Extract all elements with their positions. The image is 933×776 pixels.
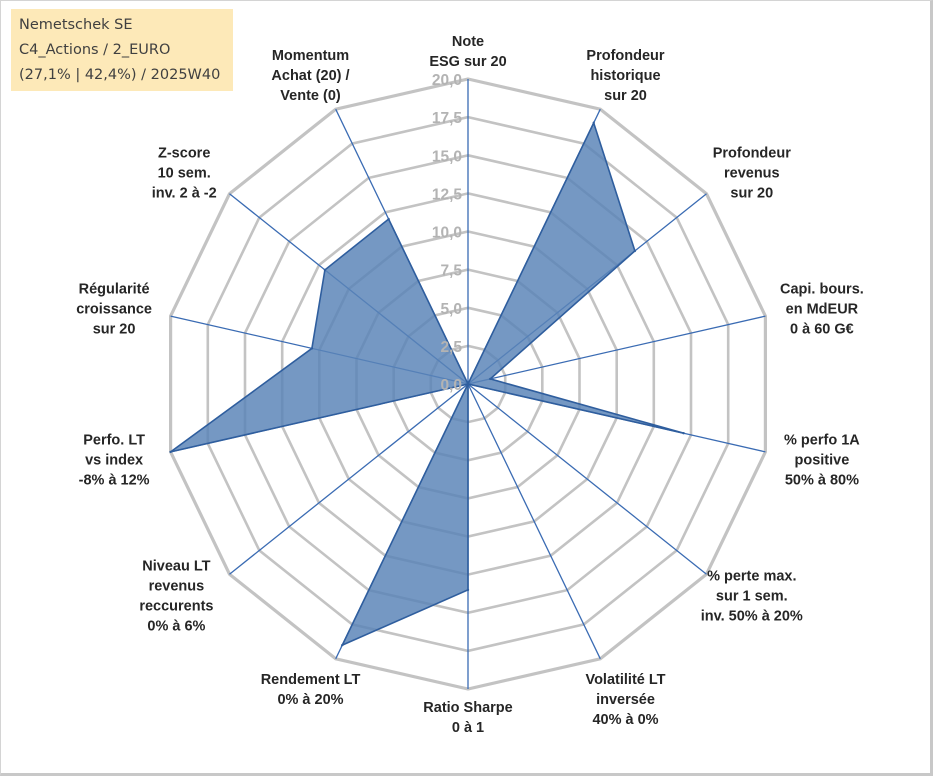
tick-label: 2,5 (440, 339, 462, 356)
info-stats: (27,1% | 42,4%) / 2025W40 (19, 67, 221, 83)
axis-label-line: revenus (149, 578, 205, 594)
radar-tick-labels: 0,0 2,5 5,0 7,5 10,0 12,5 15,0 17,5 20,0 (432, 72, 463, 394)
tick-label: 12,5 (432, 186, 463, 203)
radar-axis-labels: Note ESG sur 20 Profondeur historique sur 20… (76, 34, 864, 736)
axis-label-line: Profondeur (713, 146, 791, 162)
data-point (466, 588, 470, 592)
axis-label-line: Profondeur (586, 48, 664, 64)
tick-label: 20,0 (432, 72, 462, 89)
axis-label: Profondeur historique sur 20 (586, 48, 664, 104)
axis-label: Perfo. LT vs index -8% à 12% (79, 432, 150, 488)
radar-series (169, 120, 685, 647)
axis-label: Momentum Achat (20) / Vente (0) (271, 48, 349, 104)
tick-label: 10,0 (432, 225, 462, 242)
axis-label-line: 0 à 60 G€ (790, 322, 854, 338)
axis-label-line: Perfo. LT (83, 432, 145, 448)
axis-label-line: 0% à 20% (277, 692, 343, 708)
series-area (170, 120, 684, 647)
axis-label-line: -8% à 12% (79, 472, 150, 488)
axis-label-line: reccurents (139, 598, 213, 614)
axis-spoke (467, 383, 601, 660)
axis-label: Z-score 10 sem. inv. 2 à -2 (152, 146, 217, 202)
tick-label: 15,0 (432, 148, 462, 165)
axis-label-line: sur 20 (93, 322, 136, 338)
axis-label-line: Ratio Sharpe (423, 700, 512, 716)
axis-label: Niveau LT revenus reccurents 0% à 6% (139, 558, 213, 634)
axis-label-line: Achat (20) / (271, 68, 349, 84)
axis-label: Rendement LT 0% à 20% (261, 672, 361, 708)
axis-label-line: 40% à 0% (592, 712, 658, 728)
axis-label-line: inv. 2 à -2 (152, 186, 217, 202)
info-company: Nemetschek SE (19, 17, 133, 33)
tick-label: 17,5 (432, 110, 463, 127)
axis-label-line: Z-score (158, 146, 210, 162)
data-point (592, 121, 595, 125)
axis-label-line: Momentum (272, 48, 349, 64)
axis-label-line: 10 sem. (158, 166, 211, 182)
tick-label: 5,0 (440, 301, 462, 318)
data-point (489, 377, 492, 381)
axis-label-line: sur 1 sem. (716, 588, 788, 604)
tick-label: 7,5 (440, 263, 462, 280)
axis-label-line: historique (590, 68, 660, 84)
tick-label: 0,0 (440, 377, 462, 394)
axis-label-line: sur 20 (604, 88, 647, 104)
axis-label-line: Niveau LT (142, 558, 210, 574)
axis-label: % perfo 1A positive 50% à 80% (784, 432, 860, 488)
axis-label-line: % perfo 1A (784, 432, 860, 448)
axis-label-line: inversée (596, 692, 655, 708)
data-point (169, 450, 172, 454)
axis-label-line: ESG sur 20 (429, 54, 506, 70)
data-point (323, 268, 327, 272)
axis-label-line: Capi. bours. (780, 282, 864, 298)
axis-label-line: Note (452, 34, 484, 50)
axis-label-line: positive (795, 452, 850, 468)
axis-label-line: Rendement LT (261, 672, 361, 688)
axis-spoke (467, 383, 707, 575)
axis-label-line: Vente (0) (280, 88, 341, 104)
data-point (310, 347, 314, 350)
data-point (633, 249, 637, 253)
axis-spoke (229, 383, 469, 575)
axis-label: Note ESG sur 20 (429, 34, 506, 70)
data-point (466, 382, 470, 386)
axis-label-line: vs index (85, 452, 143, 468)
axis-label: Capi. bours. en MdEUR 0 à 60 G€ (780, 282, 864, 338)
axis-label-line: sur 20 (730, 186, 773, 202)
axis-label-line: inv. 50% à 20% (701, 608, 803, 624)
axis-spoke (467, 315, 766, 385)
axis-label-line: Volatilité LT (585, 672, 665, 688)
info-category: C4_Actions / 2_EURO (19, 42, 171, 58)
axis-label-line: % perte max. (707, 568, 796, 584)
data-point (682, 432, 685, 435)
data-point (387, 217, 390, 221)
axis-label: Volatilité LT inversée 40% à 0% (585, 672, 665, 728)
axis-label-line: 0% à 6% (147, 618, 205, 634)
info-box: Nemetschek SE C4_Actions / 2_EURO (27,1%… (11, 9, 233, 91)
axis-label-line: croissance (76, 302, 152, 318)
axis-label-line: Régularité (79, 282, 150, 298)
axis-label-line: 50% à 80% (785, 472, 859, 488)
axis-label: % perte max. sur 1 sem. inv. 50% à 20% (701, 568, 803, 624)
axis-label: Ratio Sharpe 0 à 1 (423, 700, 512, 736)
axis-label-line: revenus (724, 166, 780, 182)
axis-label-line: en MdEUR (786, 302, 859, 318)
data-point (341, 643, 344, 647)
axis-label: Régularité croissance sur 20 (76, 282, 152, 338)
axis-label-line: 0 à 1 (452, 720, 484, 736)
axis-label: Profondeur revenus sur 20 (713, 146, 791, 202)
